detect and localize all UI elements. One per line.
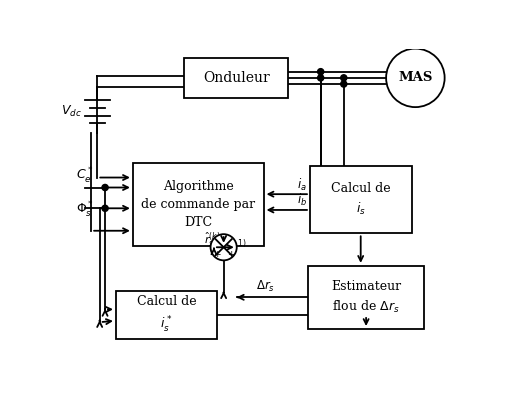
Text: Calcul de
$i_s^*$: Calcul de $i_s^*$ xyxy=(136,295,196,335)
Circle shape xyxy=(102,205,108,211)
Bar xyxy=(184,58,288,98)
Text: $\Phi_s^*$: $\Phi_s^*$ xyxy=(75,200,93,220)
Bar xyxy=(116,291,217,339)
Text: Algorithme
de commande par
DTC: Algorithme de commande par DTC xyxy=(141,180,255,229)
Circle shape xyxy=(317,68,323,75)
Text: +: + xyxy=(212,250,220,259)
Bar xyxy=(132,162,263,246)
Text: $\hat{r}_s^{(k)}$: $\hat{r}_s^{(k)}$ xyxy=(204,231,220,249)
Text: Onduleur: Onduleur xyxy=(203,71,269,85)
Circle shape xyxy=(317,75,323,81)
Bar xyxy=(308,266,423,329)
Text: $V_{dc}$: $V_{dc}$ xyxy=(61,104,82,119)
Circle shape xyxy=(340,75,346,81)
Text: $i_b$: $i_b$ xyxy=(296,192,306,209)
Circle shape xyxy=(385,49,444,107)
Text: Estimateur
flou de $\Delta r_s$: Estimateur flou de $\Delta r_s$ xyxy=(330,280,401,315)
Circle shape xyxy=(340,81,346,87)
Bar xyxy=(309,166,411,233)
Circle shape xyxy=(210,234,236,260)
Text: MAS: MAS xyxy=(398,71,432,84)
Text: +: + xyxy=(227,250,234,259)
Circle shape xyxy=(102,184,108,191)
Text: $\hat{r}_s^{(k-1)}$: $\hat{r}_s^{(k-1)}$ xyxy=(216,237,247,256)
Text: $C_e^*$: $C_e^*$ xyxy=(76,166,93,186)
Text: $i_a$: $i_a$ xyxy=(296,177,306,193)
Text: $\Delta r_s$: $\Delta r_s$ xyxy=(256,279,275,294)
Text: Calcul de
$i_s$: Calcul de $i_s$ xyxy=(330,182,390,217)
